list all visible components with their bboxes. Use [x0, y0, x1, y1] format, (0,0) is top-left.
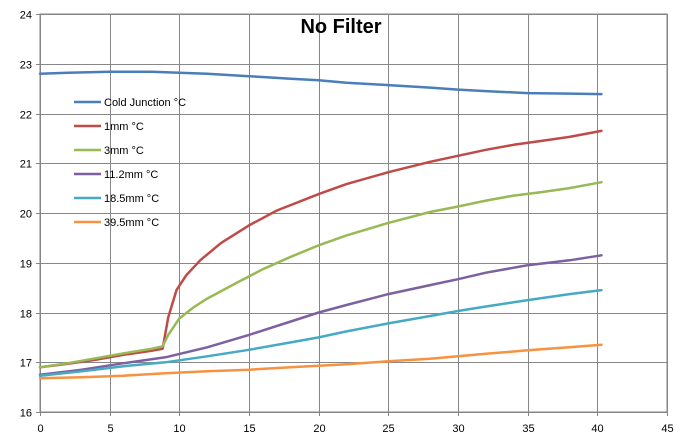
series-line-2	[38, 180, 603, 369]
legend-label-1: 1mm °C	[104, 121, 144, 133]
legend-label-4: 18.5mm °C	[104, 193, 159, 205]
x-tick-label: 20	[313, 423, 325, 435]
y-tick-label: 19	[20, 259, 32, 271]
y-tick-label: 20	[20, 209, 32, 221]
series-line-0	[38, 70, 603, 96]
grid-lines	[40, 14, 668, 413]
x-tick-label: 40	[591, 423, 603, 435]
x-tick-label: 35	[522, 423, 534, 435]
axes	[36, 13, 668, 416]
x-axis-tick-labels: 0 5 10 15 20 25 30 35 40 45	[37, 423, 673, 435]
series-line-4	[38, 288, 603, 377]
y-axis-tick-labels: 16 17 18 19 20 21 22 23 24	[20, 10, 32, 420]
y-tick-label: 18	[20, 309, 32, 321]
x-tick-label: 5	[107, 423, 113, 435]
legend-label-2: 3mm °C	[104, 145, 144, 157]
x-tick-label: 10	[173, 423, 185, 435]
series-line-1	[38, 129, 603, 369]
y-tick-label: 17	[20, 358, 32, 370]
legend: Cold Junction °C 1mm °C 3mm °C 11.2mm °C 18.…	[74, 97, 186, 229]
y-tick-label: 16	[20, 408, 32, 420]
y-tick-label: 24	[20, 10, 32, 22]
legend-label-0: Cold Junction °C	[104, 97, 186, 109]
x-tick-label: 0	[37, 423, 43, 435]
series-line-3	[38, 254, 603, 376]
x-tick-label: 30	[452, 423, 464, 435]
legend-label-5: 39.5mm °C	[104, 217, 159, 229]
x-tick-label: 45	[661, 423, 673, 435]
series-line-5	[38, 343, 603, 380]
y-tick-label: 23	[20, 60, 32, 72]
series-lines	[38, 70, 603, 380]
chart-title: No Filter	[300, 16, 381, 38]
y-tick-label: 22	[20, 110, 32, 122]
legend-label-3: 11.2mm °C	[104, 169, 158, 181]
y-tick-label: 21	[20, 159, 32, 171]
x-tick-label: 15	[243, 423, 255, 435]
x-tick-label: 25	[382, 423, 394, 435]
